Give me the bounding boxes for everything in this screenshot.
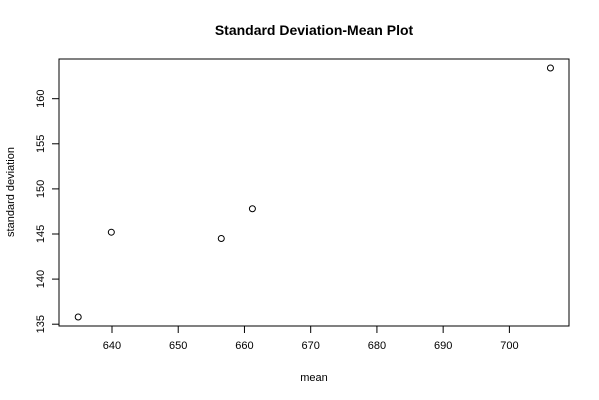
data-point bbox=[546, 64, 554, 72]
y-tick-label: 140 bbox=[35, 270, 47, 288]
data-point bbox=[248, 205, 256, 213]
y-axis-label: standard deviation bbox=[5, 147, 17, 237]
x-tick-label: 680 bbox=[368, 340, 386, 352]
y-tick-label: 135 bbox=[35, 315, 47, 333]
x-axis: 640 650 660 670 680 690 700 bbox=[103, 326, 519, 352]
data-point bbox=[107, 228, 115, 236]
data-point bbox=[217, 235, 225, 243]
data-point bbox=[74, 313, 82, 321]
x-tick-label: 660 bbox=[235, 340, 253, 352]
plot-frame bbox=[58, 58, 570, 327]
x-tick-label: 640 bbox=[103, 340, 121, 352]
y-tick-label: 145 bbox=[35, 225, 47, 243]
y-tick-label: 155 bbox=[35, 135, 47, 153]
x-axis-label: mean bbox=[300, 372, 328, 384]
y-tick-label: 160 bbox=[35, 90, 47, 108]
x-tick-label: 670 bbox=[302, 340, 320, 352]
y-axis: 135 140 145 150 155 160 bbox=[35, 90, 59, 333]
data-points bbox=[74, 64, 554, 321]
chart-title: Standard Deviation-Mean Plot bbox=[215, 22, 414, 38]
y-tick-label: 150 bbox=[35, 180, 47, 198]
x-tick-label: 700 bbox=[500, 340, 518, 352]
x-tick-label: 690 bbox=[434, 340, 452, 352]
x-tick-label: 650 bbox=[169, 340, 187, 352]
